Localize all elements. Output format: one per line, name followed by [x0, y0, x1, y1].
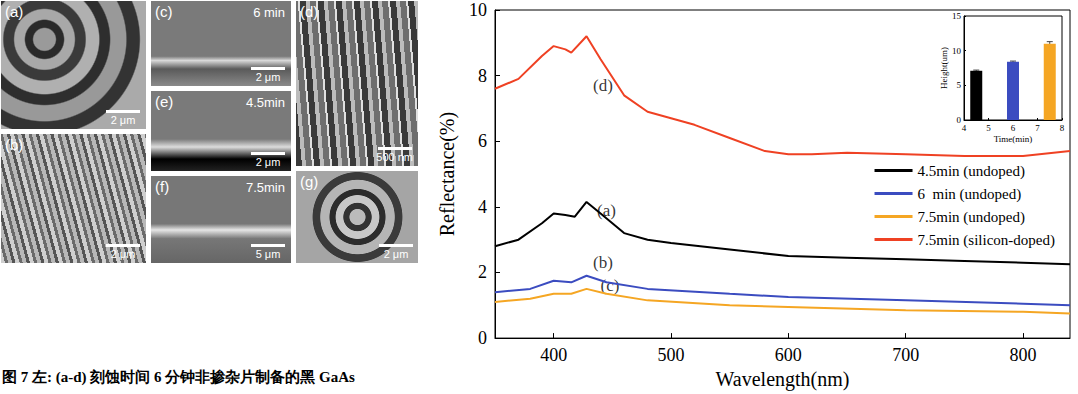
svg-text:500: 500 — [658, 345, 685, 365]
html-text:(b): (b) — [5, 136, 24, 153]
svg-text:600: 600 — [775, 345, 802, 365]
svg-text:0: 0 — [478, 328, 487, 348]
html-text:(f): (f) — [155, 178, 170, 195]
svg-text:(a): (a) — [597, 201, 616, 220]
svg-text:7.5min (undoped): 7.5min (undoped) — [918, 209, 1025, 226]
html-text:5 μm: 5 μm — [255, 248, 281, 260]
svg-text:Time(min): Time(min) — [994, 134, 1033, 144]
svg-text:5: 5 — [986, 123, 991, 133]
html-text:(g): (g) — [300, 173, 319, 190]
html-text:(e): (e) — [155, 93, 174, 110]
svg-text:10: 10 — [952, 46, 962, 56]
html-text:(a): (a) — [5, 3, 24, 20]
svg-text:400: 400 — [540, 345, 567, 365]
html-text:(c): (c) — [155, 3, 173, 20]
html-text:(d): (d) — [300, 3, 319, 20]
svg-text:7.5min (silicon-doped): 7.5min (silicon-doped) — [918, 232, 1055, 249]
svg-text:4: 4 — [478, 197, 487, 217]
svg-text:800: 800 — [1010, 345, 1037, 365]
html-text:500 nm: 500 nm — [376, 151, 413, 163]
svg-text:700: 700 — [892, 345, 919, 365]
html-text:2 μm: 2 μm — [255, 71, 281, 83]
html-text:图 7 左: (a-d) 刻蚀时间 6 分钟非掺杂片制备的黑: 图 7 左: (a-d) 刻蚀时间 6 分钟非掺杂片制备的黑 GaAs — [2, 369, 355, 385]
svg-text:15: 15 — [952, 11, 962, 21]
svg-text:10: 10 — [469, 0, 487, 20]
svg-text:6: 6 — [478, 131, 487, 151]
svg-text:8: 8 — [478, 66, 487, 86]
svg-text:Wavelength(nm): Wavelength(nm) — [716, 368, 850, 391]
svg-text:4.5min (undoped): 4.5min (undoped) — [918, 163, 1025, 180]
svg-text:(c): (c) — [600, 276, 620, 296]
svg-text:(b): (b) — [593, 253, 613, 272]
svg-text:0: 0 — [957, 115, 962, 125]
svg-text:6: 6 — [1011, 123, 1016, 133]
html-text:2 μm: 2 μm — [110, 114, 136, 126]
svg-text:6 min (undoped): 6 min (undoped) — [918, 186, 1022, 203]
html-text:2 μm: 2 μm — [110, 248, 136, 260]
html-text:7.5min: 7.5min — [246, 180, 285, 195]
svg-text:Reflectance(%): Reflectance(%) — [436, 112, 459, 236]
svg-text:7: 7 — [1035, 123, 1040, 133]
svg-text:5: 5 — [957, 80, 962, 90]
html-text:2 μm: 2 μm — [255, 156, 281, 168]
svg-text:8: 8 — [1060, 123, 1065, 133]
html-text:6 min: 6 min — [253, 5, 285, 20]
svg-text:2: 2 — [478, 262, 487, 282]
svg-text:Height(um): Height(um) — [939, 47, 949, 89]
html-text:2 μm: 2 μm — [383, 248, 409, 260]
html-text:4.5min: 4.5min — [246, 95, 285, 110]
svg-text:4: 4 — [962, 123, 967, 133]
svg-text:(d): (d) — [593, 76, 613, 95]
